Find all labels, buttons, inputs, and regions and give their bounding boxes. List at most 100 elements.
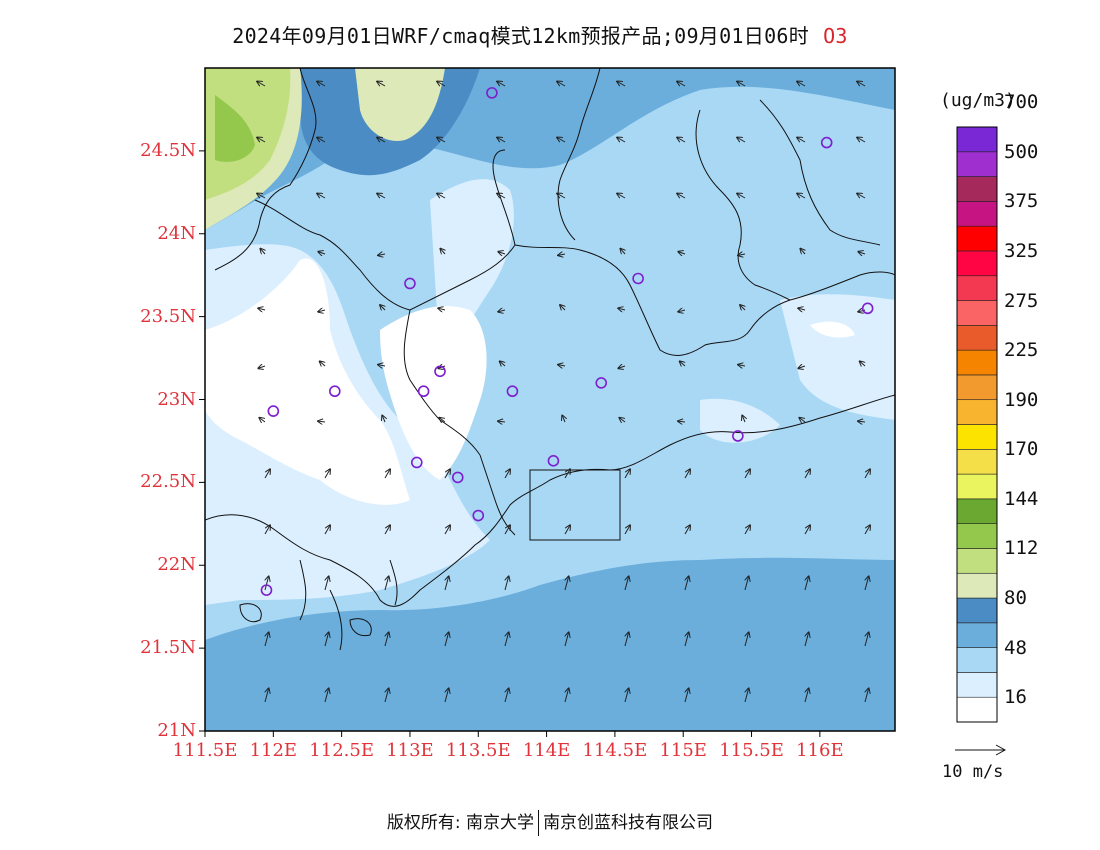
wind-arrow [678,252,686,254]
colorbar-swatch [956,225,998,252]
wind-arrow [617,138,626,143]
colorbar-swatch [956,572,998,599]
wind-arrow [744,525,750,535]
wind-arrow [742,416,745,423]
islands [299,559,398,651]
wind-arrow [258,308,266,310]
wind-arrow [857,82,866,87]
station-marker [861,302,874,315]
wind-arrow [377,82,386,87]
colorbar-label: 48 [1004,636,1027,659]
field-white-east [810,321,855,338]
station-marker [486,87,498,99]
station-marker [417,385,430,398]
wind-arrow [680,361,685,366]
wind-arrow [500,361,505,366]
wind-arrow [385,576,389,591]
wind-arrow [804,469,810,479]
wind-arrow [258,366,266,368]
wind-arrow [737,194,746,199]
wind-arrow [444,525,450,535]
wind-arrow [798,308,806,310]
wind-arrow [557,82,566,87]
colorbar-swatch [956,349,998,376]
colorbar-swatch [956,523,998,549]
colorbar-swatch [956,176,998,202]
latitude-label: 22.5N [140,471,196,493]
wind-arrow [324,525,330,535]
longitude-label: 112.5E [309,740,374,761]
monitoring-stations [260,87,874,596]
border-central [403,309,481,456]
colorbar-swatch [956,622,998,648]
wind-arrow [504,469,510,479]
wind-arrow [265,576,269,591]
latitude-label: 23N [157,388,196,410]
wind-arrow [257,194,266,199]
colorbar-swatch [956,647,998,673]
wind-reference-arrow [955,744,1007,756]
colorbar-swatch [956,473,998,500]
colorbar-label: 225 [1004,339,1039,362]
longitude-label: 113E [386,740,434,761]
wind-arrow [864,525,870,535]
wind-arrow [865,688,869,703]
colorbar-label: 375 [1004,190,1039,213]
colorbar-swatch [956,498,998,524]
border-northeast-c [759,99,881,246]
wind-arrow [445,632,449,647]
copyright-footer: 版权所有: 南京大学 南京创蓝科技有限公司 [0,808,1100,836]
colorbar-swatch [956,201,998,227]
colorbar-swatch [956,250,998,277]
colorbar-swatch [956,448,998,475]
wind-arrow [564,469,570,479]
wind-arrow [618,366,626,368]
wind-arrow [264,469,270,479]
wind-arrow [625,632,629,647]
wind-arrow [685,688,689,703]
boundary-lines [205,68,895,651]
wind-arrow [624,525,630,535]
wind-arrow [797,194,806,199]
wind-arrow [678,310,686,312]
wind-arrow [260,249,265,254]
colorbar-units: (ug/m3) [940,90,1016,111]
longitude-label: 115E [659,740,707,761]
wind-arrow [737,138,746,143]
wind-arrow [558,254,566,255]
wind-arrow [864,469,870,479]
wind-arrow [497,138,506,143]
wind-vectors [257,82,870,703]
wind-arrow [857,138,866,143]
wind-arrow [738,254,746,255]
wind-arrow [380,305,385,310]
wind-reference-label: 10 m/s [942,762,1004,782]
wind-arrow [858,252,866,254]
map-title: 2024年09月01日WRF/cmaq模式12km预报产品;09月01日06时 O… [0,20,1080,49]
wind-arrow [625,576,629,591]
wind-arrow [382,416,385,423]
station-marker [632,272,644,285]
wind-arrow [498,421,506,422]
wind-arrow [318,310,326,312]
wind-arrow [265,688,269,703]
colorbar-label: 144 [1004,487,1039,510]
wind-arrow [317,194,326,199]
boundary-box-hongkong [529,469,621,541]
wind-arrow [320,361,325,366]
wind-arrow [799,418,806,422]
station-marker [260,584,273,596]
latitude-label: 23.5N [140,305,196,327]
wind-arrow [437,138,446,143]
wind-arrow [439,418,446,422]
station-marker [329,385,341,398]
wind-arrow [677,82,686,87]
wind-arrow [620,249,625,254]
latitude-label: 22N [157,554,196,576]
wind-arrow [805,688,809,703]
wind-arrow [438,308,446,310]
wind-arrow [445,688,449,703]
wind-arrow [617,82,626,87]
longitude-label: 115.5E [719,740,784,761]
